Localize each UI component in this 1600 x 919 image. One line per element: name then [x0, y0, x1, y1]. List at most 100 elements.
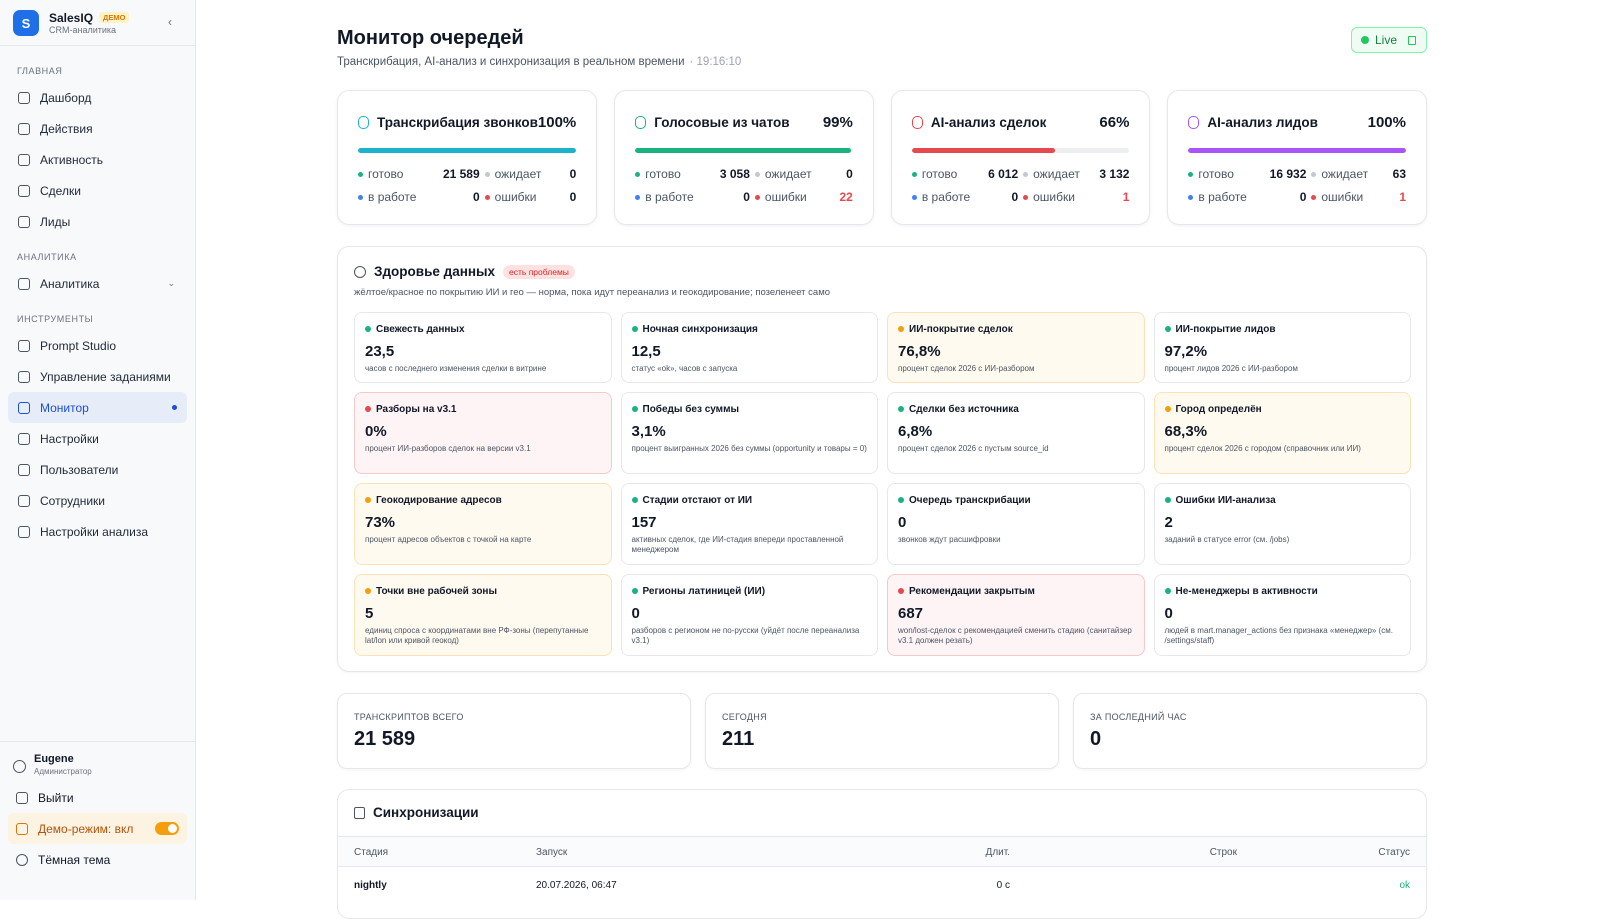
stat-label-text: ошибки [1321, 190, 1364, 204]
brand-name: SalesIQ [49, 11, 94, 25]
nav-item[interactable]: Сотрудники [8, 485, 187, 516]
total-label: ТРАНСКРИПТОВ ВСЕГО [354, 712, 464, 722]
column-header: Стадия [354, 846, 389, 858]
tile-value: 97,2% [1164, 343, 1208, 360]
health-badge: есть проблемы [503, 264, 575, 279]
status-dot [898, 326, 904, 332]
tile-description: процент сделок 2026 с городом (справочни… [1164, 444, 1361, 453]
logout[interactable]: Выйти [8, 782, 187, 813]
stat-value: 21 589 [442, 167, 480, 181]
nav-label: Монитор [40, 400, 89, 415]
tile-name-text: Сделки без источника [909, 403, 1019, 415]
stat-label: готово [635, 167, 715, 181]
queue-name: AI-анализ лидов [1207, 114, 1318, 130]
nav-icon [18, 370, 30, 383]
tile-description: часов с последнего изменения сделки в ви… [365, 364, 547, 373]
tile-name-text: Разборы на v3.1 [376, 403, 457, 415]
stat-label-text: в работе [368, 190, 417, 204]
tile-name-text: Ошибки ИИ-анализа [1175, 494, 1276, 506]
stat-label-text: ожидает [494, 167, 542, 181]
stat-value: 1 [1122, 190, 1130, 204]
stat-label-text: ошибки [1033, 190, 1075, 204]
health-tile: Разборы на v3.1 0% процент ИИ-разборов сде… [354, 392, 612, 474]
tile-name: Стадии отстают от ИИ [631, 493, 868, 507]
theme[interactable]: Тёмная тема [8, 844, 187, 875]
stat-label-text: готово [368, 167, 404, 181]
sync-panel: Синхронизации Стадия Запуск Длит. Строк Стат… [337, 789, 1427, 919]
nav-item[interactable]: Настройки [8, 423, 187, 454]
health-tile: Свежесть данных 23,5 часов с последнего из… [354, 312, 612, 383]
tile-value: 73% [365, 514, 396, 531]
health-tile: Рекомендации закрытым 687 won/lost-сделок … [887, 574, 1145, 656]
nav-item[interactable]: Управление заданиями [8, 361, 187, 392]
status-dot [1164, 406, 1171, 412]
health-tile: ИИ-покрытие сделок 76,8% процент сделок 20… [887, 312, 1145, 383]
stat-dot [754, 194, 760, 200]
queue-card: AI-анализ лидов 100% готово 16 932 ожидает 63… [1167, 90, 1427, 225]
tile-name-text: Регионы латиницей (ИИ) [642, 585, 766, 597]
status-dot [365, 326, 371, 332]
health-description: жёлтое/красное по покрытию ИИ и гео — но… [354, 287, 831, 298]
stat-dot [358, 171, 363, 177]
nav-item[interactable]: Сделки [8, 175, 187, 206]
subtitle-text: Транскрибация, AI-анализ и синхронизация… [337, 56, 685, 68]
stat-label: ожидает [754, 167, 835, 181]
brand: S SalesIQ ДЕМО CRM-аналитика ‹ [0, 0, 195, 46]
demo-mode[interactable]: Демо-режим: вкл [8, 813, 187, 844]
nav-item[interactable]: Лиды [8, 206, 187, 237]
stat-dot [1188, 171, 1194, 177]
nav-item[interactable]: Пользователи [8, 454, 187, 485]
tile-name-text: Ночная синхронизация [642, 323, 758, 335]
health-tile: Город определён 68,3% процент сделок 2026 … [1153, 392, 1411, 474]
stat-label: в работе [1188, 190, 1264, 204]
demo-toggle[interactable] [155, 822, 179, 835]
nav-section: АНАЛИТИКА [17, 252, 77, 262]
demo-badge: ДЕМО [99, 12, 130, 23]
queue-header: Голосовые из чатов 99% [635, 113, 853, 131]
stat-label-text: ошибки [494, 190, 537, 204]
tile-description: процент сделок 2026 с пустым source_id [898, 444, 1049, 453]
total-card: ТРАНСКРИПТОВ ВСЕГО 21 589 [337, 693, 691, 769]
nav-item[interactable]: Действия [8, 113, 187, 144]
progress-bar [358, 148, 577, 153]
queue-card: Транскрибация звонков 100% готово 21 589 ожи… [337, 90, 598, 225]
tile-name: Рекомендации закрытым [898, 584, 1134, 598]
stat-label: ожидает [484, 167, 565, 181]
tile-name-text: Очередь транскрибации [909, 494, 1031, 506]
nav-icon [18, 432, 30, 445]
tile-value: 0 [631, 605, 640, 622]
active-dot [172, 405, 177, 410]
tile-name: Ночная синхронизация [631, 322, 868, 336]
tile-name-text: Свежесть данных [376, 323, 465, 335]
nav-item[interactable]: Настройки анализа [8, 516, 187, 547]
collapse-button[interactable]: ‹ [168, 15, 172, 29]
status-dot [1164, 588, 1171, 594]
user[interactable]: Eugene Администратор [13, 752, 195, 782]
queue-percent: 99% [822, 113, 853, 131]
nav-label: Сделки [40, 183, 81, 198]
total-card: СЕГОДНЯ 211 [705, 693, 1059, 769]
nav-item[interactable]: Дашборд [8, 82, 187, 113]
total-label: СЕГОДНЯ [722, 712, 767, 722]
queue-card: Голосовые из чатов 99% готово 3 058 ожидает 0… [614, 90, 874, 225]
health-tile: Очередь транскрибации 0 звонков ждут расши… [887, 483, 1145, 565]
sync-title: Синхронизации [373, 805, 479, 820]
tile-value: 12,5 [631, 343, 661, 360]
nav-item[interactable]: Монитор [8, 392, 187, 423]
health-panel: Здоровье данных есть проблемы жёлтое/крас… [337, 246, 1427, 672]
tile-value: 5 [365, 605, 374, 622]
tile-name: Разборы на v3.1 [365, 402, 601, 416]
nav-item[interactable]: Аналитика ⌄ [8, 268, 187, 299]
stat-value: 6 012 [988, 167, 1019, 181]
live-button[interactable]: Live [1351, 27, 1427, 53]
stat-label-text: ожидает [1321, 167, 1369, 181]
tile-description: единиц спроса с координатами вне РФ-зоны… [365, 626, 589, 645]
nav-item[interactable]: Prompt Studio [8, 330, 187, 361]
status-dot [1164, 497, 1171, 503]
table-cell: 20.07.2026, 06:47 [536, 879, 617, 891]
nav-item[interactable]: Активность [8, 144, 187, 175]
stat-label-text: ошибки [764, 190, 807, 204]
nav-icon [18, 339, 30, 352]
stat-value: 3 058 [719, 167, 750, 181]
stat-label-text: в работе [1198, 190, 1247, 204]
